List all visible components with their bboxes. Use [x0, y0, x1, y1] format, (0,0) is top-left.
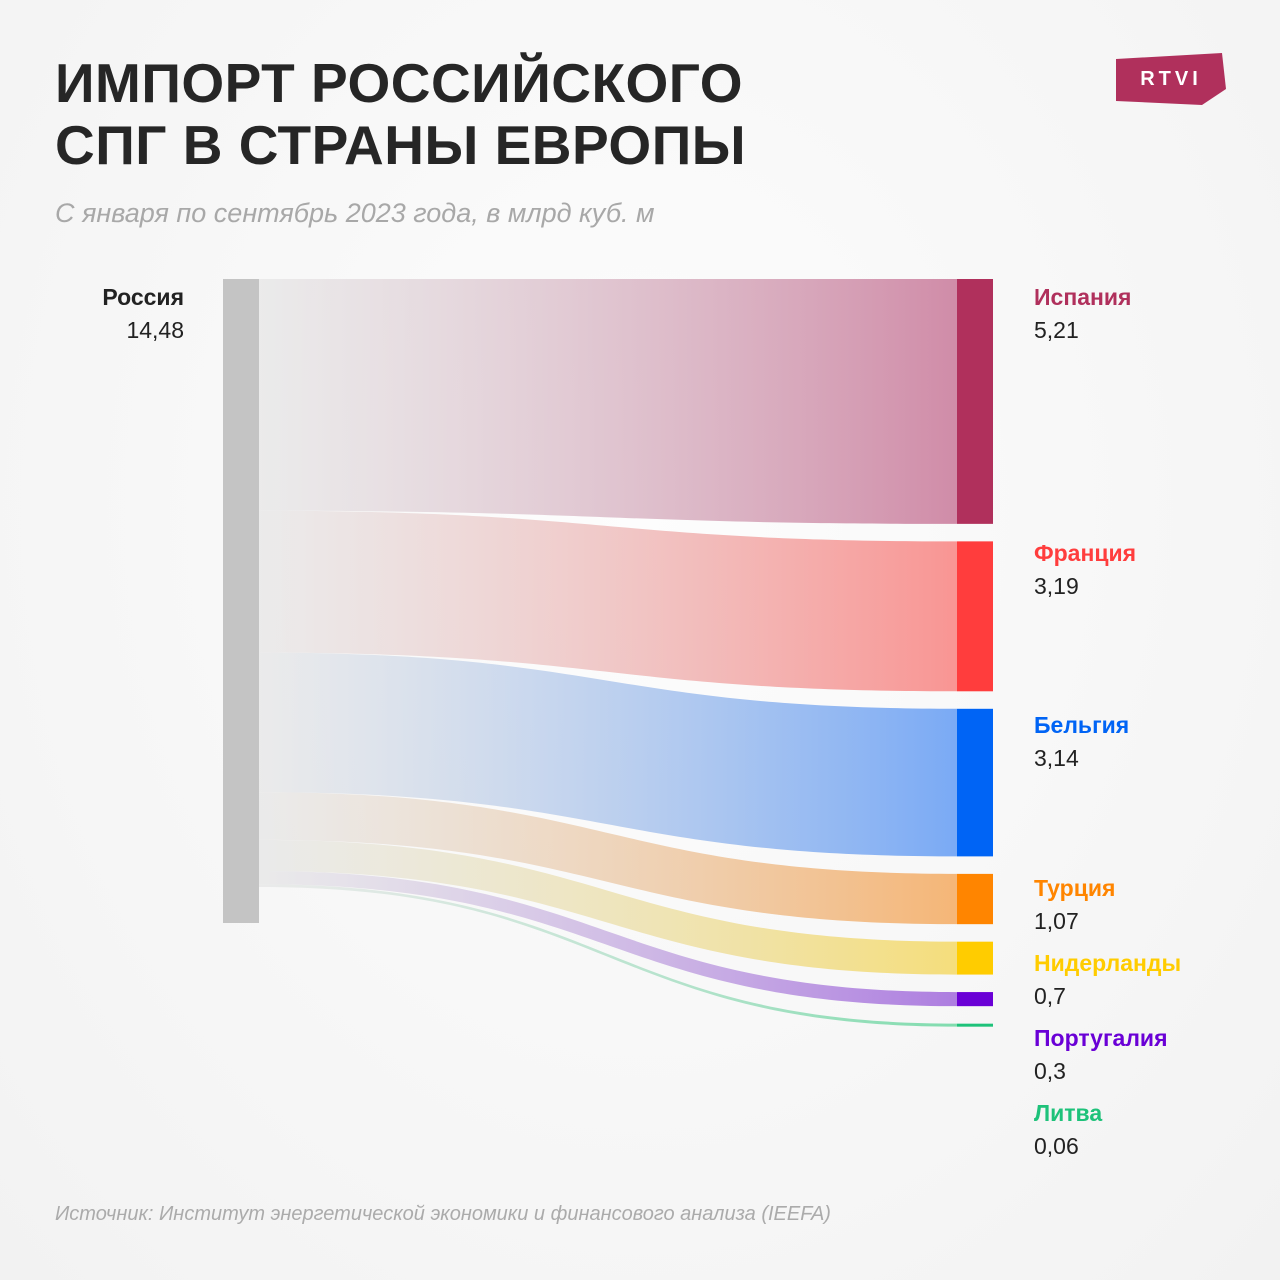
target-name: Португалия	[1034, 1025, 1168, 1051]
flow-link	[259, 652, 957, 857]
target-value: 3,14	[1034, 745, 1079, 771]
target-label: Бельгия 3,14	[1034, 709, 1129, 775]
footer-source: Источник: Институт энергетической эконом…	[55, 1203, 831, 1225]
flow-link	[259, 870, 957, 1007]
target-label: Нидерланды 0,7	[1034, 947, 1181, 1013]
subtitle: С января по сентябрь 2023 года, в млрд к…	[55, 198, 655, 228]
flow-link	[259, 510, 957, 692]
target-label: Испания 5,21	[1034, 281, 1131, 347]
flow-link	[259, 884, 957, 1027]
target-label: Литва 0,06	[1034, 1097, 1102, 1163]
title-line: ИМПОРТ РОССИЙСКОГО	[55, 52, 744, 114]
target-node-bar	[957, 992, 993, 1007]
target-node-bar	[957, 541, 993, 692]
source-value: 14,48	[126, 317, 184, 343]
target-value: 0,06	[1034, 1133, 1079, 1159]
source-node-bar	[223, 279, 259, 923]
page-title: ИМПОРТ РОССИЙСКОГО СПГ В СТРАНЫ ЕВРОПЫ	[55, 52, 746, 176]
target-node-bar	[957, 708, 993, 857]
target-label: Португалия 0,3	[1034, 1022, 1168, 1088]
target-name: Литва	[1034, 1100, 1103, 1126]
flow-link	[259, 839, 957, 975]
target-label: Франция 3,19	[1034, 537, 1136, 603]
target-name: Турция	[1034, 875, 1116, 901]
target-value: 3,19	[1034, 573, 1079, 599]
target-value: 0,7	[1034, 983, 1066, 1009]
target-node-bar	[957, 873, 993, 925]
target-node-bar	[957, 941, 993, 975]
logo-text: RTVI	[1140, 68, 1202, 90]
target-name: Нидерланды	[1034, 950, 1182, 976]
target-name: Испания	[1034, 284, 1132, 310]
target-label: Турция 1,07	[1034, 872, 1115, 938]
target-value: 1,07	[1034, 908, 1079, 934]
target-name: Франция	[1034, 540, 1137, 566]
flow-link	[259, 792, 957, 925]
source-label: Россия 14,48	[102, 281, 184, 347]
target-node-bar	[957, 279, 993, 524]
flow-link	[259, 279, 957, 524]
target-value: 5,21	[1034, 317, 1079, 343]
target-node-bar	[957, 1023, 993, 1027]
target-name: Бельгия	[1034, 712, 1130, 738]
source-name: Россия	[102, 284, 184, 310]
rtvi-logo: RTVI	[1116, 53, 1226, 105]
target-value: 0,3	[1034, 1058, 1066, 1084]
title-line: СПГ В СТРАНЫ ЕВРОПЫ	[55, 114, 747, 176]
